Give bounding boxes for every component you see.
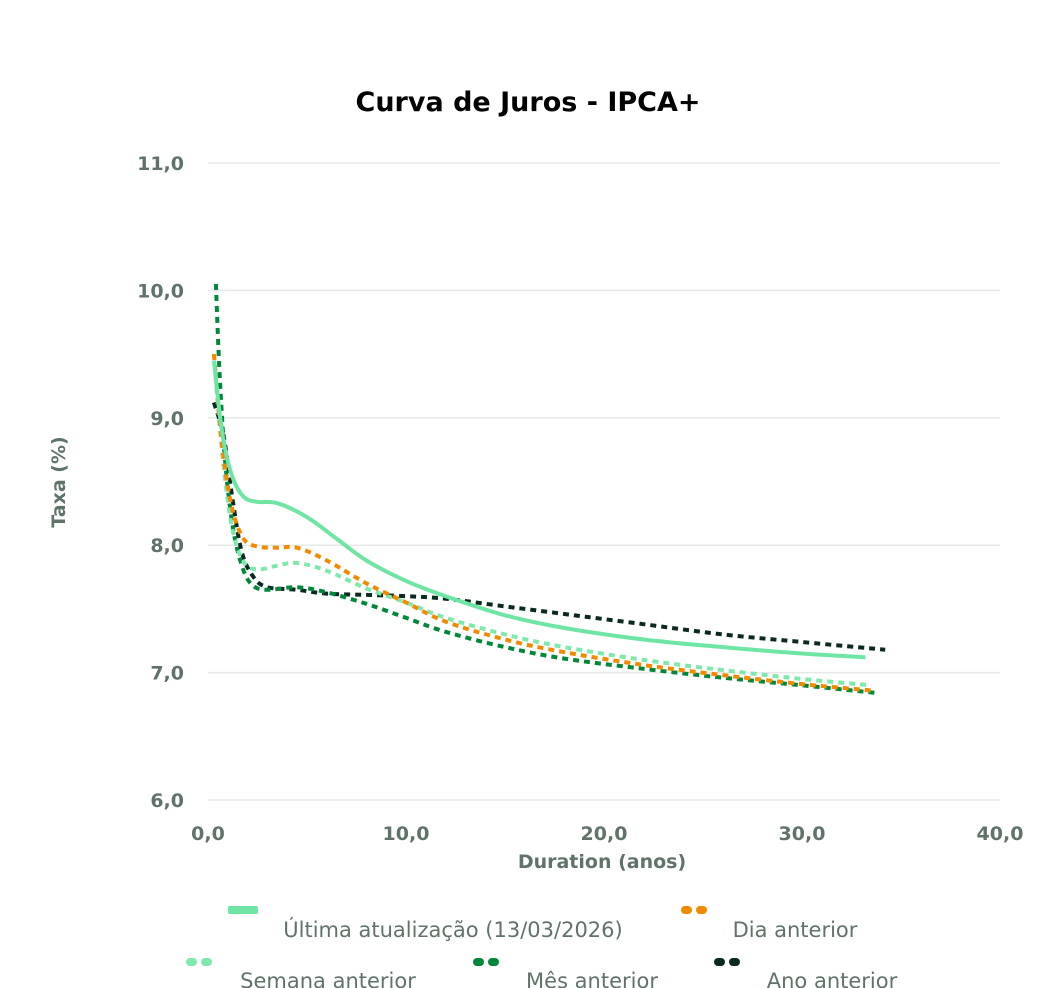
x-axis-ticks: 0,0 10,0 20,0 30,0 40,0 [191,823,1023,845]
chart-title: Curva de Juros - IPCA+ [356,87,701,118]
legend-label[interactable]: Última atualização (13/03/2026) [283,917,622,942]
x-tick-label: 20,0 [581,823,628,845]
x-tick-label: 40,0 [977,823,1024,845]
y-tick-label: 9,0 [150,408,184,430]
grid [208,162,1000,801]
legend-label[interactable]: Dia anterior [733,918,858,942]
y-tick-label: 10,0 [137,280,184,302]
y-axis-ticks: 6,0 7,0 8,0 9,0 10,0 11,0 [137,153,184,812]
legend-swatch [186,958,197,966]
legend-swatch [696,906,707,914]
x-axis-label: Duration (anos) [518,851,686,873]
legend-label[interactable]: Ano anterior [767,969,898,988]
x-tick-label: 10,0 [383,823,430,845]
legend-swatch [729,958,740,966]
series-line [211,353,872,693]
y-tick-label: 7,0 [150,663,184,685]
y-axis-label: Taxa (%) [48,436,70,527]
y-tick-label: 11,0 [137,153,184,175]
legend-swatch [681,906,692,914]
legend-label[interactable]: Semana anterior [240,969,416,988]
legend-swatch [714,958,725,966]
y-tick-label: 6,0 [150,790,184,812]
x-tick-label: 0,0 [191,823,225,845]
series-lines [211,283,886,695]
legend-swatch [473,958,484,966]
series-line [211,353,872,688]
x-tick-label: 30,0 [779,823,826,845]
series-line [213,283,878,695]
legend-swatch [201,958,212,966]
legend-swatch [488,958,499,966]
y-tick-label: 8,0 [150,535,184,557]
legend-swatch [228,906,258,914]
series-line [211,401,886,652]
legend: Última atualização (13/03/2026) Dia anter… [186,906,898,988]
legend-label[interactable]: Mês anterior [526,969,658,988]
series-line [211,360,866,660]
